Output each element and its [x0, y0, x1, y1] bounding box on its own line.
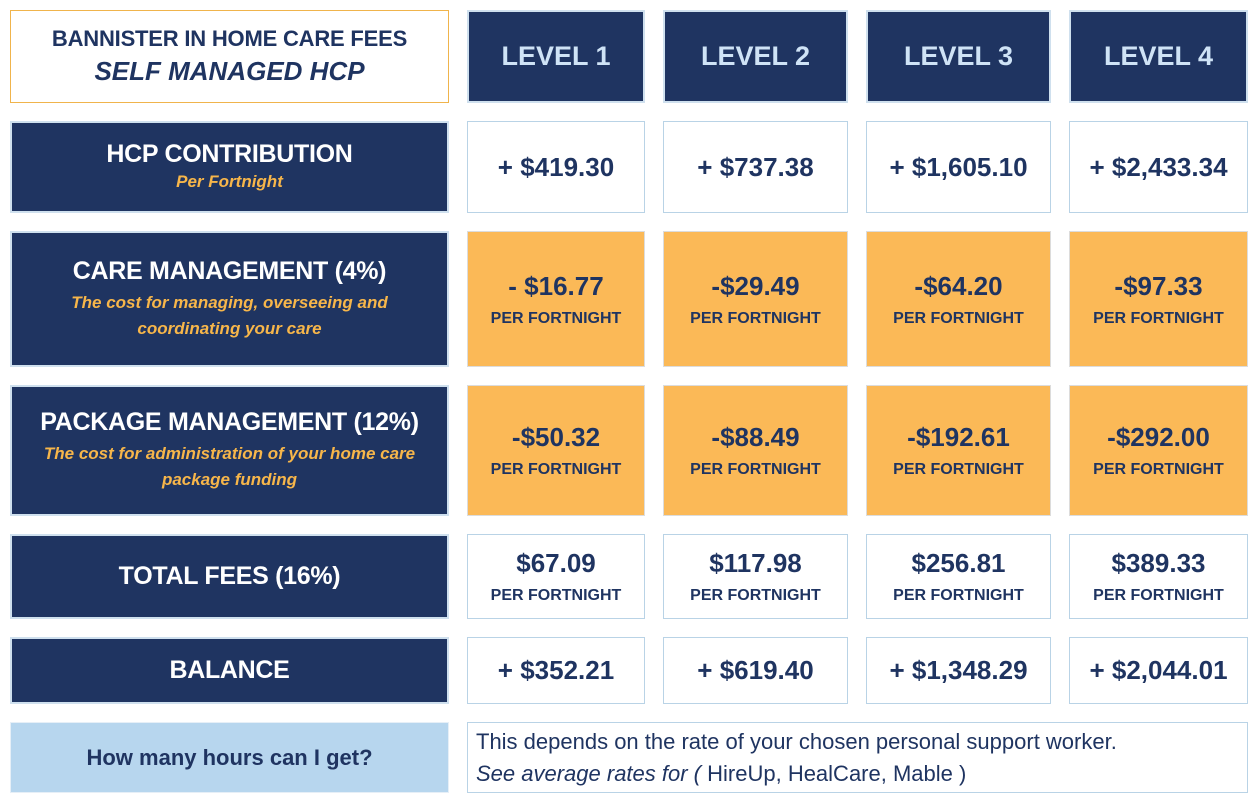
amount: -$88.49 [711, 422, 800, 452]
amount: -$29.49 [711, 270, 800, 301]
amount: $389.33 [1111, 548, 1206, 578]
per-fortnight: PER FORTNIGHT [690, 587, 821, 604]
level-2-label: LEVEL 2 [700, 41, 811, 71]
level-4-label: LEVEL 4 [1103, 41, 1214, 71]
balance-level-3: + $1,348.29 [866, 637, 1051, 704]
amount: $256.81 [911, 548, 1006, 578]
hours-answer: This depends on the rate of your chosen … [467, 722, 1248, 793]
level-2-header: LEVEL 2 [663, 10, 848, 103]
hcp-contribution-label: HCP CONTRIBUTION Per Fortnight [10, 121, 449, 213]
row-sub-line1: The cost for managing, overseeing and [71, 292, 388, 312]
answer-see-rates: See average rates for ( [476, 760, 702, 786]
title-box: BANNISTER IN HOME CARE FEES SELF MANAGED… [10, 10, 449, 103]
amount: + $619.40 [697, 655, 814, 685]
amount: - $16.77 [508, 270, 604, 301]
package-management-label: PACKAGE MANAGEMENT (12%) The cost for ad… [10, 385, 449, 516]
care-management-level-1: - $16.77 PER FORTNIGHT [467, 231, 645, 367]
per-fortnight: PER FORTNIGHT [893, 309, 1024, 327]
balance-level-4: + $2,044.01 [1069, 637, 1248, 704]
amount: + $1,605.10 [889, 151, 1028, 182]
package-management-level-1: -$50.32 PER FORTNIGHT [467, 385, 645, 516]
amount: -$64.20 [914, 270, 1003, 301]
per-fortnight: PER FORTNIGHT [490, 587, 622, 604]
per-fortnight: PER FORTNIGHT [893, 461, 1024, 478]
level-3-header: LEVEL 3 [866, 10, 1051, 103]
row-label: TOTAL FEES (16%) [118, 562, 341, 590]
balance-label: BALANCE [10, 637, 449, 704]
per-fortnight: PER FORTNIGHT [690, 461, 821, 478]
row-label: PACKAGE MANAGEMENT (12%) [40, 408, 419, 436]
package-management-level-3: -$192.61 PER FORTNIGHT [866, 385, 1051, 516]
per-fortnight: PER FORTNIGHT [490, 461, 622, 478]
answer-providers: HireUp, HealCare, Mable ) [701, 760, 967, 786]
balance-level-2: + $619.40 [663, 637, 848, 704]
amount: $67.09 [516, 548, 596, 578]
answer-line1: This depends on the rate of your chosen … [476, 728, 1117, 754]
amount: -$292.00 [1107, 422, 1210, 452]
hours-question: How many hours can I get? [10, 722, 449, 793]
amount: + $352.21 [497, 655, 615, 685]
hcp-contribution-level-3: + $1,605.10 [866, 121, 1051, 213]
amount: + $2,044.01 [1089, 655, 1228, 685]
per-fortnight: PER FORTNIGHT [490, 309, 622, 327]
care-management-label: CARE MANAGEMENT (4%) The cost for managi… [10, 231, 449, 367]
amount: + $737.38 [697, 151, 814, 182]
row-label: CARE MANAGEMENT (4%) [72, 256, 387, 285]
total-fees-level-3: $256.81 PER FORTNIGHT [866, 534, 1051, 619]
amount: $117.98 [709, 548, 802, 578]
total-fees-level-1: $67.09 PER FORTNIGHT [467, 534, 645, 619]
total-fees-level-2: $117.98 PER FORTNIGHT [663, 534, 848, 619]
care-management-level-2: -$29.49 PER FORTNIGHT [663, 231, 848, 367]
amount: + $2,433.34 [1089, 151, 1228, 182]
care-management-level-4: -$97.33 PER FORTNIGHT [1069, 231, 1248, 367]
level-4-header: LEVEL 4 [1069, 10, 1248, 103]
balance-level-1: + $352.21 [467, 637, 645, 704]
amount: -$50.32 [511, 422, 601, 452]
level-3-label: LEVEL 3 [903, 41, 1014, 71]
level-1-header: LEVEL 1 [467, 10, 645, 103]
per-fortnight: PER FORTNIGHT [1093, 587, 1224, 604]
amount: + $419.30 [497, 151, 615, 182]
amount: -$192.61 [907, 422, 1010, 452]
answer-line2: See average rates for ( HireUp, HealCare… [476, 761, 966, 787]
level-1-label: LEVEL 1 [501, 41, 611, 71]
per-fortnight: PER FORTNIGHT [1093, 309, 1224, 327]
per-fortnight: PER FORTNIGHT [893, 587, 1024, 604]
total-fees-label: TOTAL FEES (16%) [10, 534, 449, 619]
total-fees-level-4: $389.33 PER FORTNIGHT [1069, 534, 1248, 619]
care-management-level-3: -$64.20 PER FORTNIGHT [866, 231, 1051, 367]
package-management-level-4: -$292.00 PER FORTNIGHT [1069, 385, 1248, 516]
amount: + $1,348.29 [889, 655, 1028, 685]
hcp-contribution-level-1: + $419.30 [467, 121, 645, 213]
row-sub-line2: coordinating your care [137, 318, 322, 338]
per-fortnight: PER FORTNIGHT [690, 309, 821, 327]
title-line2: SELF MANAGED HCP [94, 56, 365, 86]
per-fortnight: PER FORTNIGHT [1093, 461, 1224, 478]
hcp-contribution-level-2: + $737.38 [663, 121, 848, 213]
amount: -$97.33 [1114, 270, 1203, 301]
row-label: BALANCE [169, 656, 290, 684]
hcp-contribution-level-4: + $2,433.34 [1069, 121, 1248, 213]
row-sub: Per Fortnight [176, 171, 283, 191]
row-sub-line2: package funding [161, 470, 298, 489]
row-label: HCP CONTRIBUTION [106, 139, 353, 168]
title-line1: BANNISTER IN HOME CARE FEES [51, 26, 408, 51]
row-sub-line1: The cost for administration of your home… [43, 444, 416, 463]
question-text: How many hours can I get? [86, 744, 373, 770]
package-management-level-2: -$88.49 PER FORTNIGHT [663, 385, 848, 516]
